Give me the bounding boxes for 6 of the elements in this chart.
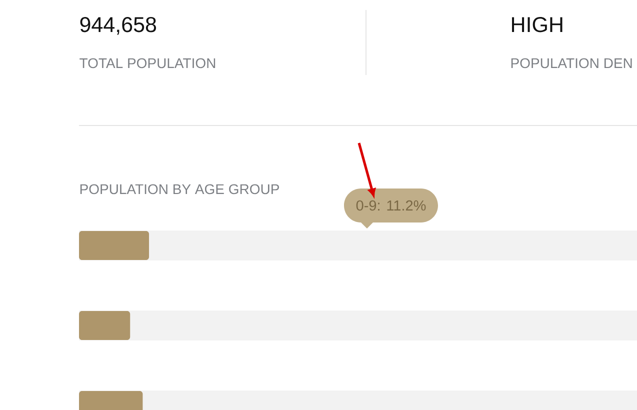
text: POPULATION BY AGE GROUP bbox=[80, 184, 279, 194]
text: 0-9: 11.2% bbox=[356, 200, 426, 211]
text: POPULATION DEN bbox=[511, 58, 632, 68]
text: HIGH bbox=[512, 16, 562, 32]
text: 944,658 bbox=[80, 16, 156, 35]
text: TOTAL POPULATION bbox=[80, 58, 216, 68]
